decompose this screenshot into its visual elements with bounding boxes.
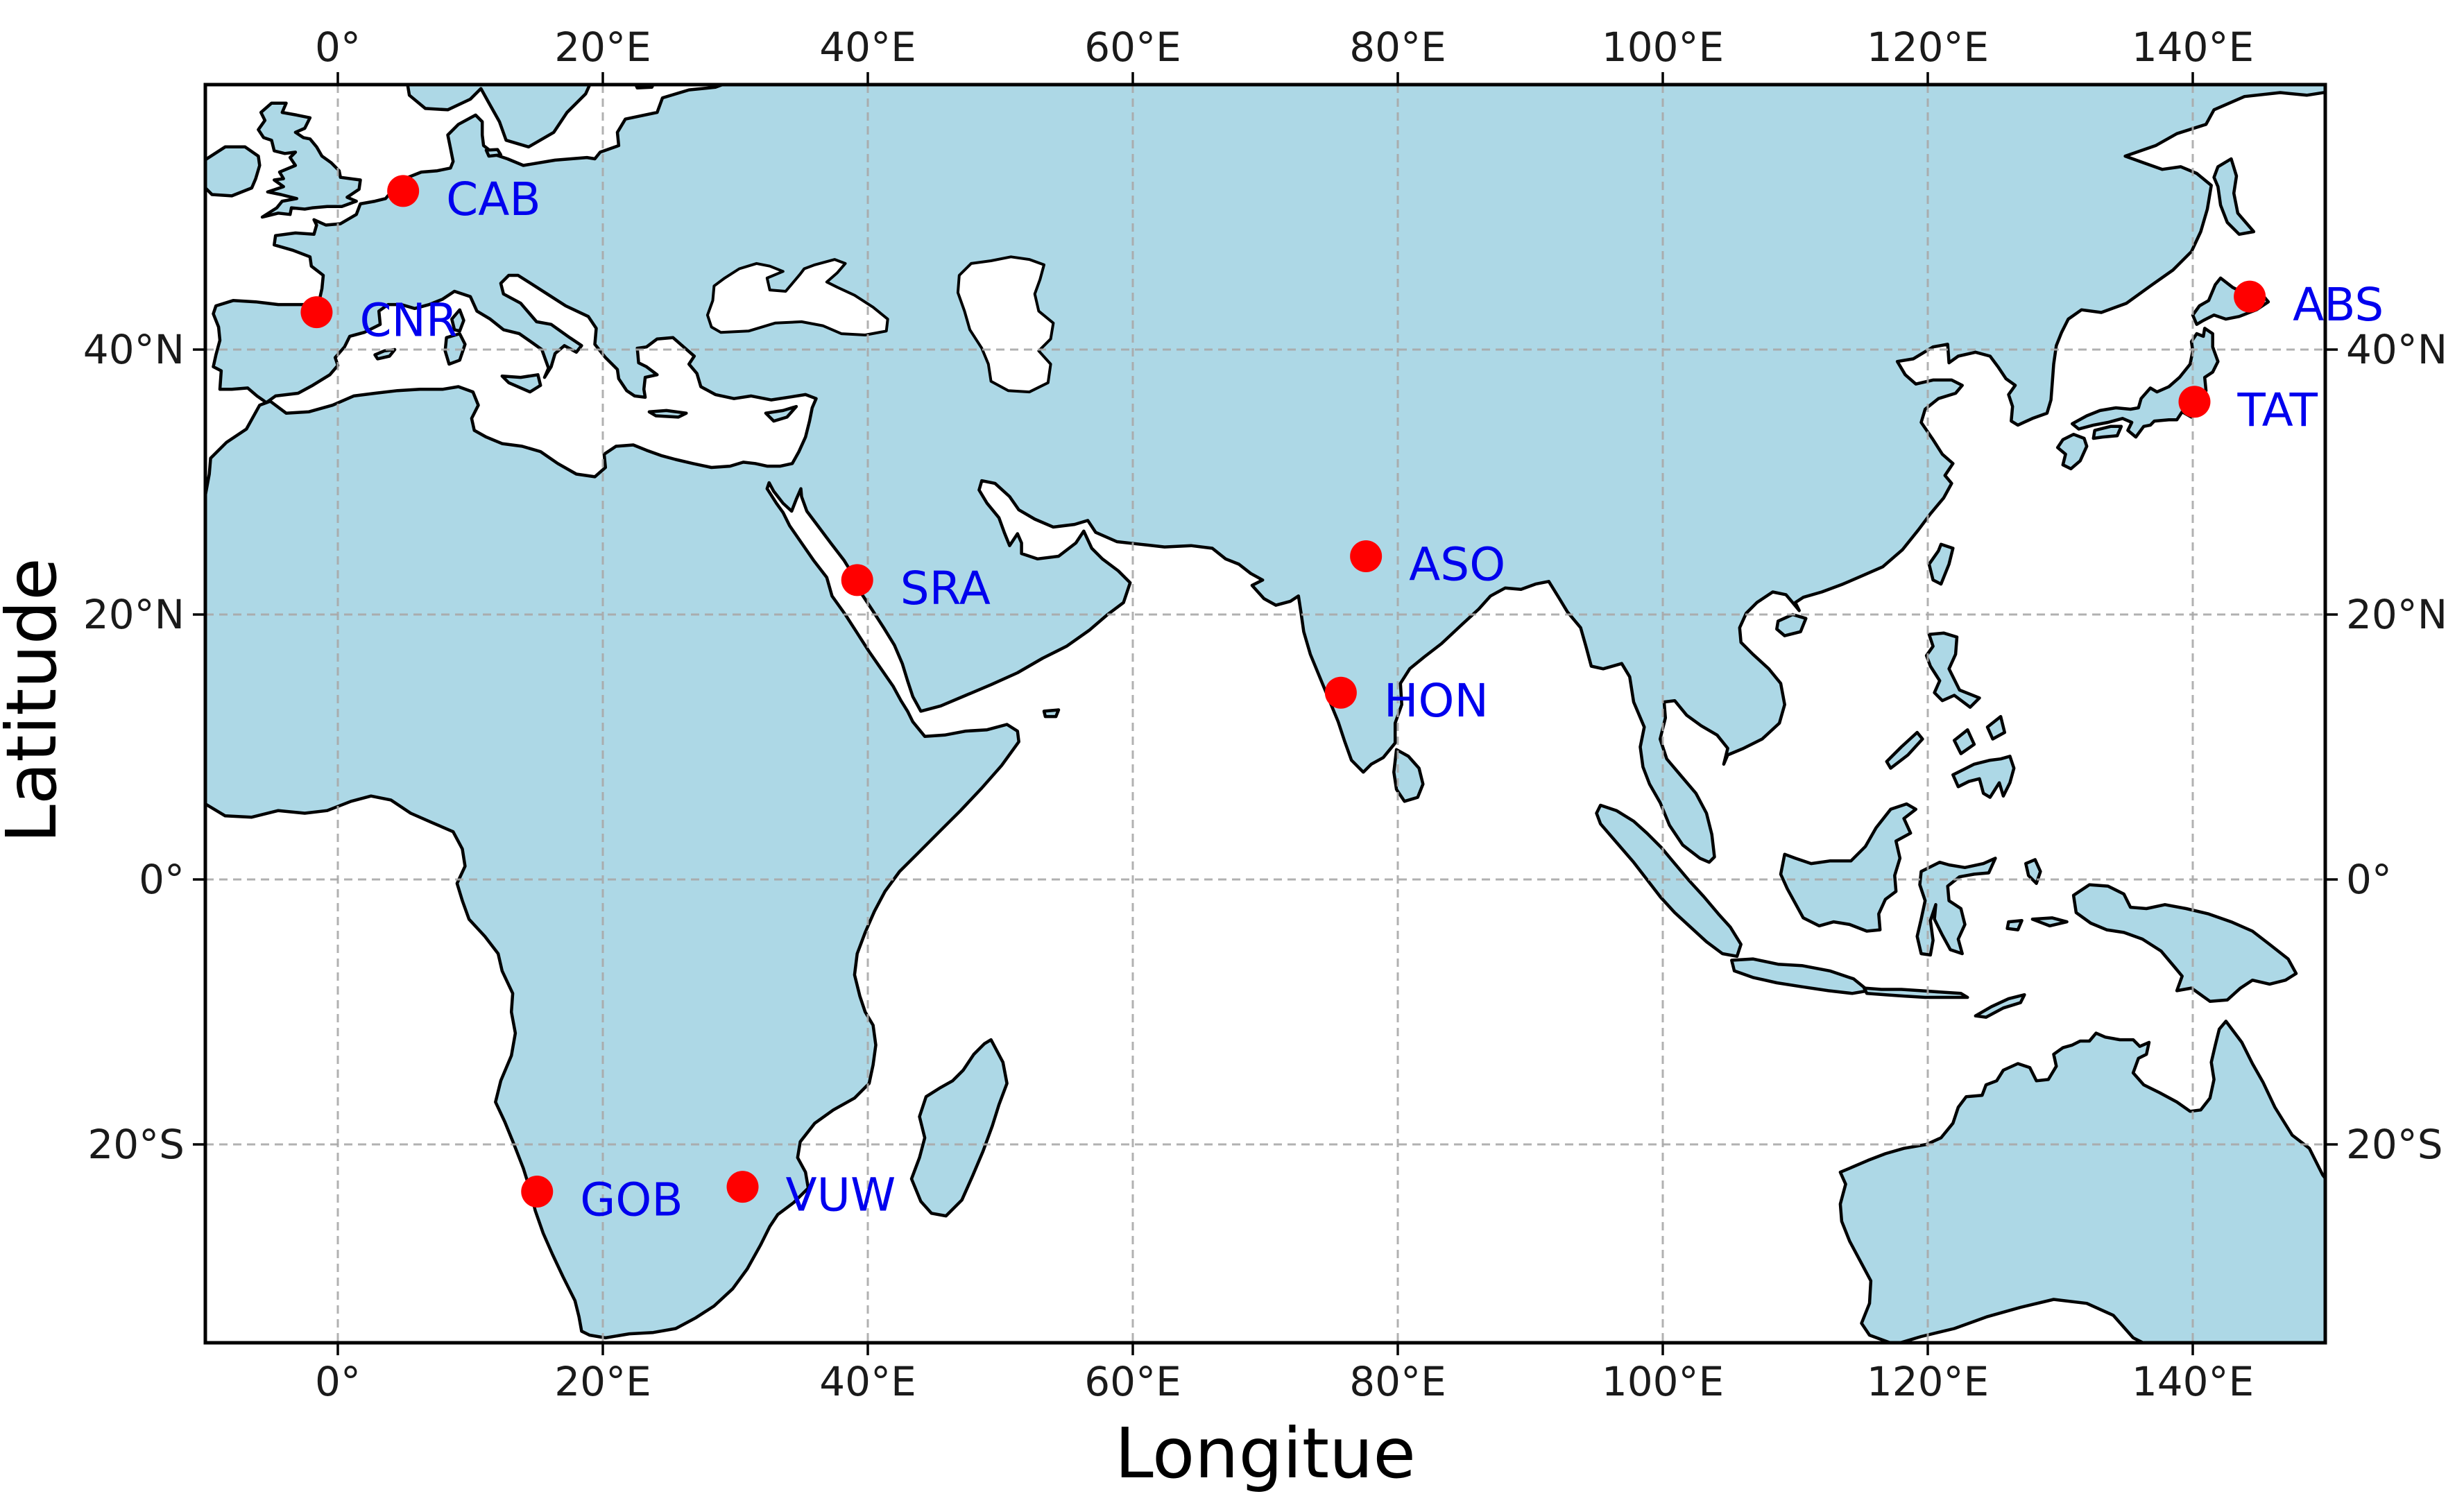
station-label-CNR: CNR bbox=[359, 294, 457, 347]
landmass-madagascar bbox=[909, 1038, 1009, 1218]
landmass-afro-eurasia bbox=[205, 85, 2325, 1340]
landmass-buru bbox=[2005, 918, 2024, 931]
landmass-great-britain bbox=[257, 101, 362, 219]
landmass-sri-lanka bbox=[1392, 748, 1425, 803]
landmass-lesser-sunda bbox=[1863, 986, 1969, 999]
station-label-VUW: VUW bbox=[786, 1169, 896, 1222]
landmass-negros bbox=[1952, 728, 1976, 755]
tick-label-left-20: 20°N bbox=[83, 591, 185, 638]
station-marker-ABS bbox=[2234, 280, 2266, 313]
tick-label-bottom-140: 140°E bbox=[2132, 1358, 2254, 1405]
tick-label-bottom-100: 100°E bbox=[1602, 1358, 1724, 1405]
station-marker-VUW bbox=[726, 1171, 759, 1203]
tick-label-top-40: 40°E bbox=[819, 24, 916, 71]
station-marker-GOB bbox=[521, 1175, 554, 1208]
tick-label-right--20: 20°S bbox=[2346, 1121, 2443, 1168]
stations-layer: CAB CNR SRA ASO HON GOB VUW TAT ABS bbox=[300, 173, 2384, 1226]
landmass-shikoku bbox=[2091, 424, 2123, 440]
tick-label-right-40: 40°N bbox=[2346, 326, 2447, 373]
tick-label-top-80: 80°E bbox=[1349, 24, 1446, 71]
station-label-CAB: CAB bbox=[446, 173, 541, 226]
sea-caspian-sea bbox=[956, 255, 1055, 394]
landmass-ireland bbox=[205, 145, 262, 198]
landmass-samar bbox=[1985, 714, 2007, 741]
station-label-TAT: TAT bbox=[2236, 384, 2318, 437]
tick-label-bottom-120: 120°E bbox=[1867, 1358, 1989, 1405]
landmass-halmahera bbox=[2024, 858, 2042, 885]
tick-label-left--20: 20°S bbox=[87, 1121, 185, 1168]
landmass-sakhalin bbox=[2212, 157, 2256, 237]
station-marker-TAT bbox=[2178, 386, 2211, 418]
tick-label-top-20: 20°E bbox=[554, 24, 651, 71]
landmasses-layer bbox=[205, 85, 2325, 1343]
station-marker-CAB bbox=[387, 175, 420, 207]
tick-label-top-0: 0° bbox=[315, 24, 361, 71]
tick-label-left-40: 40°N bbox=[83, 326, 185, 373]
landmass-sulawesi bbox=[1915, 857, 1997, 957]
tick-label-bottom-60: 60°E bbox=[1084, 1358, 1181, 1405]
plot-frame bbox=[203, 83, 2327, 1345]
station-marker-ASO bbox=[1350, 540, 1383, 572]
sea-black-sea bbox=[705, 258, 889, 336]
station-label-GOB: GOB bbox=[580, 1173, 683, 1226]
ticks-layer bbox=[193, 72, 2338, 1355]
landmass-corsica bbox=[450, 308, 465, 333]
landmass-java bbox=[1730, 957, 1870, 995]
y-axis-label: Latitude bbox=[0, 558, 72, 843]
tick-labels-layer: 0° 0° 20°E 20°E 40°E 40°E 60°E 60°E 80°E 80°E 100°… bbox=[83, 24, 2447, 1405]
landmass-cyprus bbox=[764, 404, 798, 423]
landmass-mindanao bbox=[1951, 755, 2016, 799]
landmass-new-guinea bbox=[2071, 883, 2298, 1003]
tick-label-top-100: 100°E bbox=[1602, 24, 1724, 71]
landmass-mallorca bbox=[373, 347, 397, 361]
station-marker-CNR bbox=[300, 296, 333, 329]
inland-seas-layer bbox=[705, 255, 1055, 394]
graticule-layer bbox=[205, 85, 2325, 1343]
tick-label-top-120: 120°E bbox=[1867, 24, 1989, 71]
tick-label-bottom-40: 40°E bbox=[819, 1358, 916, 1405]
landmass-borneo bbox=[1779, 802, 1918, 933]
station-marker-SRA bbox=[841, 564, 873, 596]
station-label-SRA: SRA bbox=[900, 562, 991, 615]
landmass-sicily bbox=[500, 373, 542, 394]
landmass-sumatra bbox=[1595, 803, 1743, 959]
tick-label-bottom-80: 80°E bbox=[1349, 1358, 1446, 1405]
tick-label-right-20: 20°N bbox=[2346, 591, 2447, 638]
landmass-crete bbox=[647, 409, 688, 419]
station-marker-HON bbox=[1324, 676, 1357, 709]
landmass-kyushu bbox=[2055, 432, 2089, 471]
landmass-ceram bbox=[2030, 916, 2069, 928]
landmass-palawan bbox=[1885, 730, 1924, 770]
landmass-socotra bbox=[1042, 708, 1061, 719]
x-axis-label: Longitue bbox=[1115, 1413, 1416, 1494]
station-label-ABS: ABS bbox=[2293, 278, 2384, 332]
landmass-zealand bbox=[484, 148, 503, 158]
landmass-australia bbox=[1838, 1020, 2325, 1343]
tick-label-bottom-20: 20°E bbox=[554, 1358, 651, 1405]
tick-label-top-60: 60°E bbox=[1084, 24, 1181, 71]
tick-label-left-0: 0° bbox=[139, 856, 185, 903]
tick-label-right-0: 0° bbox=[2346, 856, 2392, 903]
tick-label-bottom-0: 0° bbox=[315, 1358, 361, 1405]
landmass-scandinavia bbox=[406, 85, 592, 149]
station-label-HON: HON bbox=[1384, 674, 1489, 728]
landmass-taiwan bbox=[1927, 542, 1955, 586]
landmass-timor bbox=[1974, 993, 2026, 1019]
tick-label-top-140: 140°E bbox=[2132, 24, 2254, 71]
station-label-ASO: ASO bbox=[1409, 538, 1505, 591]
